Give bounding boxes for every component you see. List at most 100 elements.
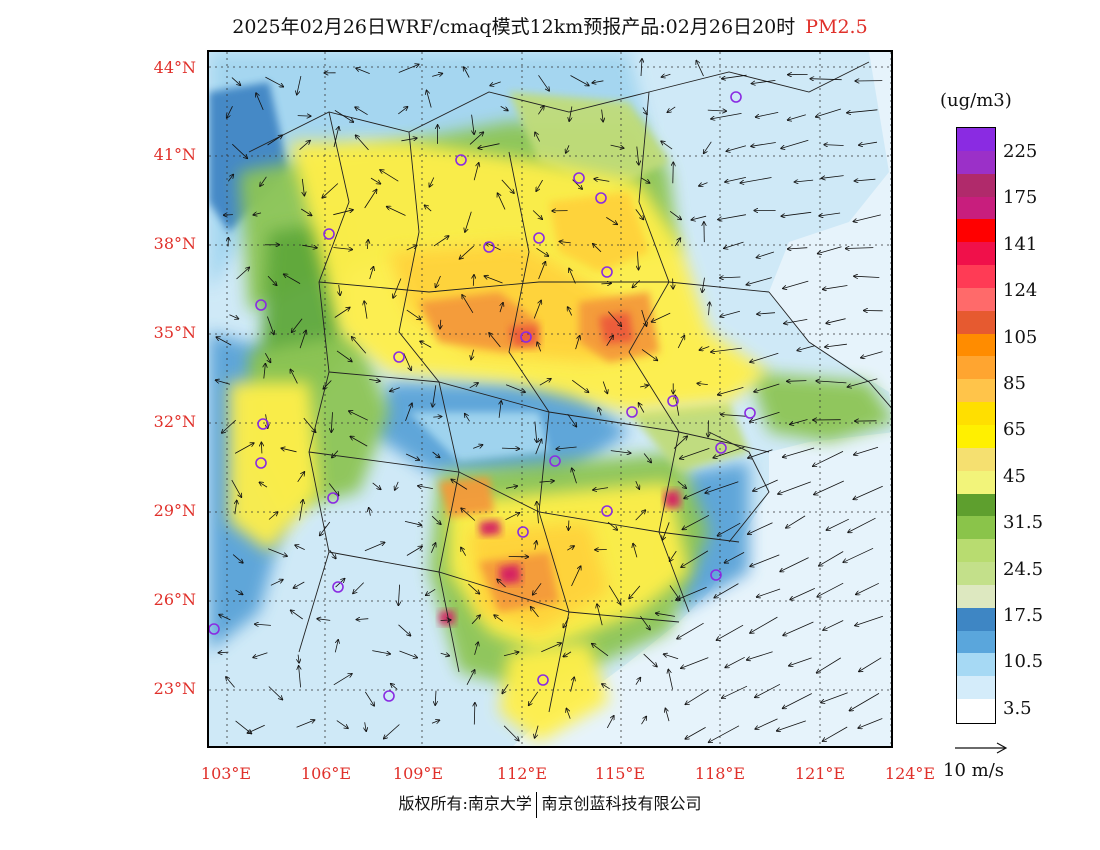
wind-scale-label: 10 m/s bbox=[943, 760, 1004, 781]
wind-arrow bbox=[668, 670, 673, 690]
site-marker bbox=[255, 299, 267, 311]
wind-arrow bbox=[781, 139, 809, 148]
wind-arrow bbox=[222, 419, 236, 433]
wind-arrow bbox=[788, 248, 808, 249]
wind-arrow bbox=[536, 247, 549, 256]
wind-arrow bbox=[665, 708, 670, 722]
wind-arrow bbox=[724, 241, 744, 248]
wind-arrow bbox=[571, 566, 581, 587]
wind-arrow bbox=[503, 652, 519, 657]
wind-arrow bbox=[702, 277, 704, 293]
wind-arrow bbox=[261, 442, 262, 454]
colorbar-segment bbox=[957, 379, 995, 403]
wind-arrow bbox=[471, 114, 475, 135]
wind-arrow bbox=[497, 579, 506, 588]
wind-arrow bbox=[535, 421, 537, 443]
wind-arrow bbox=[440, 620, 451, 621]
wind-arrow bbox=[684, 486, 711, 499]
site-marker bbox=[393, 351, 405, 363]
colorbar-label: 65 bbox=[1003, 419, 1026, 441]
wind-arrow bbox=[364, 301, 368, 319]
wind-arrow bbox=[236, 267, 250, 280]
colorbar-segment bbox=[957, 447, 995, 472]
colorbar-segment bbox=[957, 584, 995, 609]
wind-arrow bbox=[219, 615, 231, 621]
wind-arrow bbox=[401, 138, 417, 142]
wind-arrow bbox=[490, 81, 501, 86]
wind-arrow bbox=[641, 309, 647, 326]
wind-arrow bbox=[253, 652, 268, 658]
colorbar-segment bbox=[957, 150, 995, 175]
wind-arrow bbox=[390, 387, 400, 392]
wind-arrow bbox=[539, 379, 551, 386]
wind-arrow bbox=[484, 276, 503, 284]
wind-arrow bbox=[499, 401, 501, 418]
wind-arrow bbox=[336, 720, 348, 729]
wind-arrow bbox=[757, 588, 781, 597]
wind-arrow bbox=[462, 295, 474, 314]
wind-arrow bbox=[468, 583, 479, 594]
wind-arrow bbox=[784, 319, 808, 323]
wind-arrow bbox=[563, 617, 569, 628]
wind-arrow bbox=[427, 90, 432, 108]
wind-arrow bbox=[295, 545, 305, 550]
lat-label: 35°N bbox=[153, 323, 196, 342]
wind-arrow bbox=[333, 210, 353, 216]
wind-arrow bbox=[705, 481, 739, 493]
colorbar-segment bbox=[957, 607, 995, 632]
lon-label: 112°E bbox=[496, 764, 548, 783]
wind-arrow bbox=[235, 589, 243, 594]
wind-arrow bbox=[813, 451, 844, 466]
wind-arrow bbox=[816, 108, 842, 117]
lat-label: 26°N bbox=[153, 590, 196, 609]
colorbar-segment bbox=[957, 516, 995, 540]
wind-arrow bbox=[854, 276, 880, 277]
wind-arrow bbox=[391, 684, 398, 690]
wind-arrow bbox=[725, 656, 745, 667]
colorbar-segment bbox=[957, 356, 995, 380]
wind-arrow bbox=[747, 651, 773, 660]
site-marker bbox=[383, 690, 395, 702]
wind-arrow bbox=[420, 341, 432, 348]
wind-arrow bbox=[268, 512, 278, 520]
wind-arrow bbox=[637, 251, 638, 270]
wind-arrow bbox=[404, 521, 422, 525]
wind-arrow bbox=[750, 616, 778, 633]
wind-arrow bbox=[777, 720, 806, 731]
wind-arrow bbox=[387, 207, 406, 216]
colorbar-label: 10.5 bbox=[1003, 651, 1044, 673]
wind-arrow bbox=[323, 380, 332, 389]
wind-arrow bbox=[819, 551, 844, 566]
wind-arrow bbox=[608, 585, 621, 605]
wind-arrow bbox=[350, 437, 368, 447]
wind-arrow bbox=[291, 610, 303, 620]
wind-arrow bbox=[718, 522, 741, 536]
wind-arrow bbox=[469, 383, 478, 389]
wind-arrow bbox=[235, 501, 237, 515]
wind-arrow bbox=[537, 342, 542, 352]
wind-arrow bbox=[848, 517, 876, 532]
wind-arrow bbox=[355, 107, 368, 116]
wind-arrow bbox=[399, 650, 418, 658]
wind-arrow bbox=[538, 106, 544, 115]
wind-arrow bbox=[704, 141, 712, 154]
province-borders bbox=[248, 61, 891, 713]
wind-arrow bbox=[433, 417, 441, 418]
wind-arrow bbox=[568, 520, 569, 531]
wind-arrow bbox=[398, 107, 407, 115]
colorbar-segment bbox=[957, 173, 995, 198]
wind-arrow bbox=[234, 443, 254, 454]
wind-arrow bbox=[748, 449, 773, 458]
copyright-left: 版权所有:南京大学 bbox=[398, 794, 532, 813]
wind-arrow bbox=[750, 554, 780, 567]
wind-arrow bbox=[810, 79, 842, 80]
wind-arrow bbox=[320, 521, 331, 536]
wind-vectors bbox=[216, 59, 884, 742]
colorbar-segment bbox=[957, 287, 995, 312]
wind-arrow bbox=[393, 278, 402, 298]
wind-arrow bbox=[265, 76, 283, 87]
wind-arrow bbox=[384, 724, 400, 739]
wind-arrow bbox=[440, 319, 441, 329]
wind-arrow bbox=[267, 275, 277, 285]
wind-arrow bbox=[231, 479, 242, 497]
